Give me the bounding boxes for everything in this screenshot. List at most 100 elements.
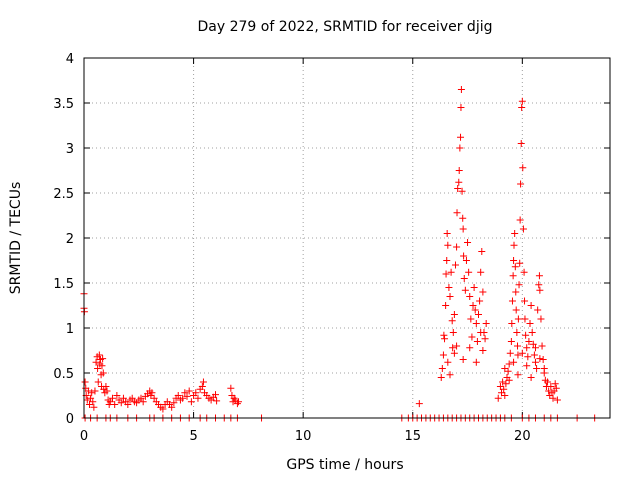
data-point <box>530 351 538 359</box>
data-point <box>90 403 98 411</box>
data-point <box>449 329 457 336</box>
data-point <box>174 392 182 399</box>
data-point <box>119 394 127 402</box>
data-point <box>199 378 207 386</box>
data-point <box>514 351 522 359</box>
data-point <box>440 331 448 339</box>
data-point <box>494 394 502 402</box>
data-point <box>233 400 241 408</box>
x-tick-label: 5 <box>189 429 197 444</box>
data-point <box>460 252 468 260</box>
y-tick-label: 3 <box>66 142 74 157</box>
data-point <box>437 374 445 381</box>
y-tick-label: 0 <box>66 412 74 427</box>
data-point <box>513 329 521 336</box>
data-point <box>470 284 478 291</box>
data-point <box>453 243 461 251</box>
data-point <box>538 342 546 350</box>
data-point <box>482 320 490 327</box>
data-point <box>449 344 457 352</box>
data-point <box>457 133 465 141</box>
data-point <box>179 394 187 402</box>
data-point <box>102 383 110 390</box>
data-point <box>455 178 463 186</box>
data-point <box>235 398 243 406</box>
data-point <box>227 384 235 392</box>
data-point <box>451 261 459 269</box>
data-point <box>536 286 544 294</box>
data-point <box>466 293 474 300</box>
data-series-srmtid <box>80 86 599 422</box>
data-point <box>442 270 450 278</box>
data-point <box>448 317 456 325</box>
data-point <box>509 272 517 280</box>
data-point <box>518 349 526 357</box>
data-point <box>194 394 202 402</box>
data-point <box>84 387 92 395</box>
data-point <box>517 180 525 188</box>
x-tick-label: 0 <box>80 429 88 444</box>
data-point <box>455 167 463 174</box>
data-point <box>111 401 119 408</box>
data-point <box>460 275 468 282</box>
data-point <box>187 398 195 406</box>
y-tick-label: 0.5 <box>53 367 74 382</box>
y-tick-label: 1.5 <box>53 277 74 292</box>
data-point <box>551 380 559 388</box>
data-point <box>128 394 136 402</box>
data-point <box>473 338 481 345</box>
data-point <box>523 344 531 352</box>
data-point <box>511 230 519 237</box>
data-point <box>447 268 455 276</box>
data-point <box>521 315 529 323</box>
data-point <box>535 272 543 280</box>
data-point <box>472 320 480 327</box>
data-point <box>438 365 446 372</box>
data-point <box>459 214 467 222</box>
data-point <box>477 329 485 336</box>
data-point <box>453 209 461 217</box>
data-point <box>139 398 147 406</box>
data-point <box>516 259 524 267</box>
data-point <box>446 371 454 379</box>
data-point <box>445 284 453 291</box>
data-point <box>83 396 91 404</box>
data-point <box>458 187 466 195</box>
data-point <box>94 365 102 372</box>
data-point <box>415 400 423 408</box>
data-point <box>527 302 535 309</box>
data-point <box>87 394 95 402</box>
data-point <box>446 293 454 300</box>
data-point <box>106 398 114 406</box>
data-point <box>230 394 238 402</box>
data-point <box>98 362 106 370</box>
data-point <box>510 241 518 249</box>
x-tick-label: 20 <box>514 429 531 444</box>
data-point <box>535 281 543 289</box>
data-point <box>511 263 519 271</box>
data-point <box>457 104 465 111</box>
data-point <box>500 385 508 393</box>
data-point <box>529 340 537 348</box>
data-point <box>459 225 467 233</box>
data-point <box>534 306 542 314</box>
data-point <box>181 389 189 397</box>
data-point <box>148 389 156 397</box>
data-point <box>185 387 193 395</box>
data-point <box>510 358 518 366</box>
data-point <box>525 338 533 345</box>
x-axis-label: GPS time / hours <box>286 457 403 473</box>
y-tick-label: 2 <box>66 232 74 247</box>
data-point <box>150 394 158 402</box>
data-point <box>471 306 479 314</box>
data-point <box>519 164 527 172</box>
data-point <box>547 383 555 390</box>
data-point <box>89 398 97 406</box>
y-tick-label: 4 <box>66 52 74 67</box>
y-tick-label: 2.5 <box>53 187 74 202</box>
data-point <box>443 230 451 237</box>
data-point <box>108 394 116 402</box>
data-point <box>533 365 541 372</box>
data-point <box>95 351 103 359</box>
